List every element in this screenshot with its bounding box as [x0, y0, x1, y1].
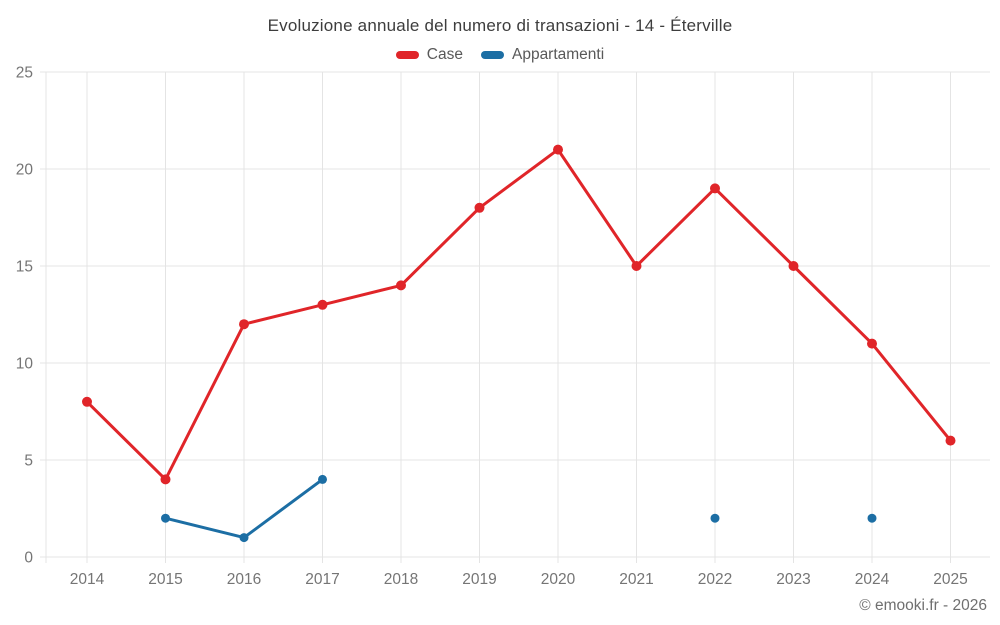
y-axis-label-10: 10	[16, 356, 34, 373]
x-axis-label-2024: 2024	[855, 571, 890, 588]
data-point-case-2015[interactable]	[160, 474, 171, 485]
chart-title: Evoluzione annuale del numero di transaz…	[267, 16, 733, 35]
x-axis-label-2019: 2019	[462, 571, 496, 588]
data-point-case-2020[interactable]	[553, 144, 563, 155]
legend-item-appartamenti[interactable]: Appartamenti	[480, 46, 605, 64]
chart-legend: Case Appartamenti	[0, 46, 1000, 64]
legend-swatch-appartamenti	[480, 51, 504, 59]
x-axis-label-2017: 2017	[305, 571, 339, 588]
data-point-appartamenti-2022[interactable]	[710, 513, 720, 523]
data-point-case-2024[interactable]	[867, 338, 877, 349]
series-line-case	[85, 148, 952, 481]
x-axis-label-2021: 2021	[619, 571, 653, 588]
x-axis-label-2025: 2025	[933, 571, 967, 588]
x-axis-label-2023: 2023	[776, 571, 810, 588]
data-point-case-2014[interactable]	[82, 396, 92, 407]
data-point-case-2017[interactable]	[317, 299, 328, 310]
copyright-text: © emooki.fr - 2026	[859, 597, 987, 614]
x-axis-label-2014: 2014	[70, 571, 105, 588]
data-point-appartamenti-2024[interactable]	[867, 513, 877, 523]
data-point-case-2018[interactable]	[396, 280, 406, 291]
x-axis-label-2022: 2022	[698, 571, 732, 588]
x-axis-label-2020: 2020	[541, 571, 576, 588]
data-point-case-2023[interactable]	[788, 261, 799, 271]
data-point-appartamenti-2016[interactable]	[239, 533, 249, 543]
legend-swatch-case	[395, 51, 419, 59]
data-point-appartamenti-2015[interactable]	[161, 513, 170, 523]
y-axis-label-25: 25	[16, 65, 33, 82]
data-point-case-2022[interactable]	[710, 183, 720, 194]
legend-label-appartamenti: Appartamenti	[511, 46, 605, 63]
data-point-case-2016[interactable]	[239, 319, 249, 330]
y-axis-label-15: 15	[16, 259, 33, 276]
x-axis-label-2016: 2016	[227, 571, 261, 588]
legend-label-case: Case	[426, 46, 463, 63]
y-axis-label-5: 5	[24, 453, 33, 470]
x-axis-label-2018: 2018	[384, 571, 418, 588]
data-point-case-2021[interactable]	[631, 261, 642, 271]
legend-item-case[interactable]: Case	[395, 46, 463, 64]
x-axis-label-2015: 2015	[148, 571, 182, 588]
data-point-case-2025[interactable]	[945, 435, 956, 446]
y-axis-label-0: 0	[24, 550, 33, 567]
y-axis-label-20: 20	[16, 162, 34, 179]
data-point-case-2019[interactable]	[474, 202, 485, 213]
data-point-appartamenti-2017[interactable]	[318, 474, 327, 484]
